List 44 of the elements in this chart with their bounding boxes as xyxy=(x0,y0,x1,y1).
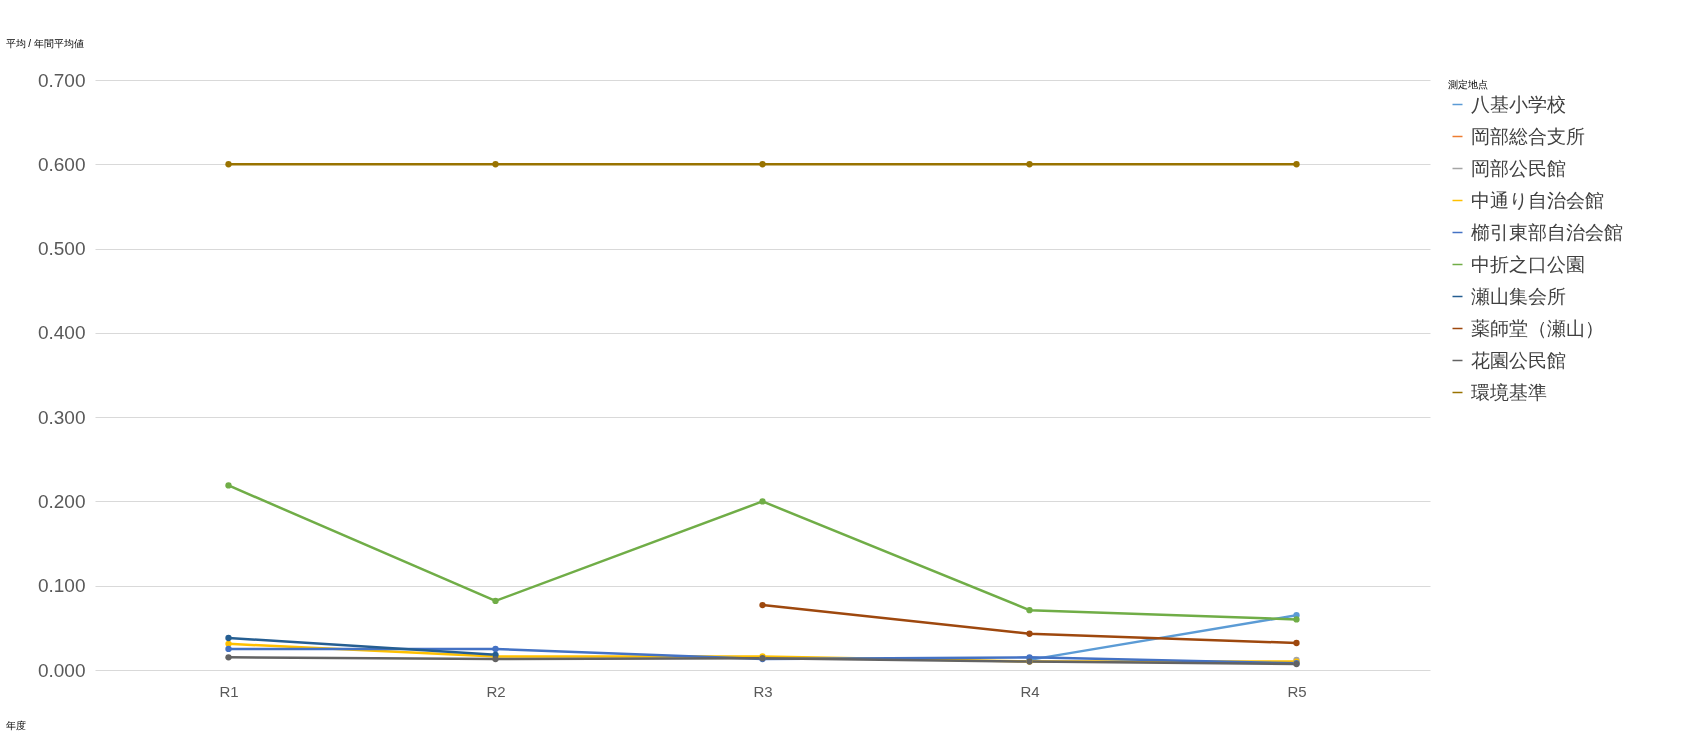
x-tick-label: R5 xyxy=(1287,682,1307,700)
x-axis-title: 年度 xyxy=(5,719,26,731)
point xyxy=(759,601,766,609)
legend-label: 岡部公民館 xyxy=(1471,157,1566,179)
point xyxy=(759,498,766,505)
y-tick-label: 0.400 xyxy=(37,322,86,344)
legend-label: 瀬山集会所 xyxy=(1471,285,1566,307)
point xyxy=(225,161,232,168)
point xyxy=(225,482,232,489)
point xyxy=(225,645,232,653)
point xyxy=(1293,616,1300,623)
point xyxy=(759,161,766,168)
legend-label: 櫛引東部自治会館 xyxy=(1471,221,1623,243)
point xyxy=(225,654,232,661)
legend-label: 中折之口公園 xyxy=(1471,253,1585,275)
x-tick-label: R1 xyxy=(219,682,239,700)
y-tick-label: 0.500 xyxy=(37,238,86,260)
point xyxy=(225,634,232,642)
y-tick-label: 0.600 xyxy=(37,153,86,175)
y-tick-label: 0.200 xyxy=(37,490,86,512)
legend-title: 測定地点 xyxy=(1448,79,1488,90)
point xyxy=(492,161,499,168)
legend-label: 岡部総合支所 xyxy=(1471,125,1585,147)
point xyxy=(492,645,499,653)
y-tick-label: 0.100 xyxy=(37,575,86,597)
legend-label: 薬師堂（瀬山） xyxy=(1471,317,1604,339)
point xyxy=(492,597,499,605)
x-tick-label: R4 xyxy=(1020,682,1040,700)
y-tick-label: 0.700 xyxy=(37,69,86,91)
point xyxy=(1026,607,1033,614)
legend-label: 中通り自治会館 xyxy=(1471,189,1604,211)
point xyxy=(1293,639,1300,647)
y-tick-label: 0.000 xyxy=(37,659,86,681)
legend-label: 花園公民館 xyxy=(1471,349,1566,371)
x-tick-label: R2 xyxy=(486,682,506,700)
x-tick-label: R3 xyxy=(753,682,773,700)
point xyxy=(1026,161,1033,168)
legend-label: 環境基準 xyxy=(1471,381,1547,403)
point xyxy=(1026,630,1033,637)
point xyxy=(225,640,232,648)
y-axis-title: 平均 / 年間平均値 xyxy=(5,37,84,49)
legend-label: 八基小学校 xyxy=(1471,93,1566,115)
point xyxy=(1293,161,1300,168)
y-tick-label: 0.300 xyxy=(37,406,86,428)
